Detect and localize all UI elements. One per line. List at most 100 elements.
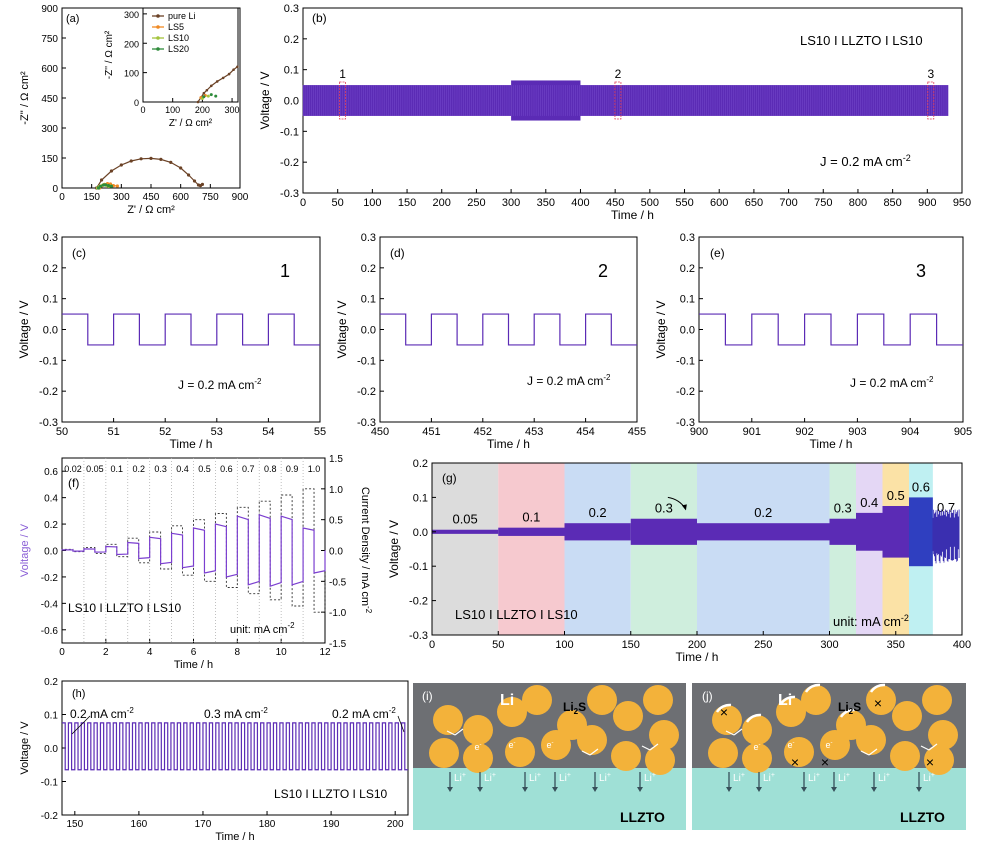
electron-label-text: e bbox=[787, 740, 792, 750]
ion-arrow-head bbox=[726, 787, 732, 792]
y-tick-label: -0.3 bbox=[39, 417, 58, 429]
marker-label: 3 bbox=[927, 67, 934, 81]
voltage-trace bbox=[62, 722, 408, 771]
x-tick-label: 950 bbox=[953, 197, 971, 209]
x-tick-label: 450 bbox=[371, 426, 389, 438]
y-tick-label: 300 bbox=[41, 124, 58, 135]
panel-b: 0 50 100 150 200 250 300 350 400 450 500 550 600 650 7… bbox=[258, 3, 971, 222]
y-tick-label: 0.3 bbox=[680, 232, 695, 244]
inset-point bbox=[215, 80, 219, 83]
x-tick-label: 400 bbox=[571, 197, 589, 209]
schematic-i: Li+ Li+ Li+ Li+ Li+ Li+e-e-e- (i) Li Li2S LLZ… bbox=[413, 683, 686, 830]
x-tick-label: 100 bbox=[555, 639, 573, 651]
x-tick-label: 700 bbox=[779, 197, 797, 209]
y-tick-label: 0.1 bbox=[44, 711, 58, 722]
li2s-particle bbox=[856, 725, 886, 755]
x-tick-label: 900 bbox=[232, 192, 249, 203]
y-tick-label: 0.4 bbox=[44, 494, 58, 505]
li2s-particle bbox=[890, 741, 920, 771]
y-tick-label: 0.6 bbox=[44, 467, 58, 478]
panel-e: 900 901 902 903 904 905 0.3 0.2 0.1 0.0 -0.1 -0.2 -0… bbox=[654, 232, 972, 451]
panel-g: 0.05 0.1 0.2 0.3 0.2 0.3 0.4 0.50.60.70 50 100 150… bbox=[387, 458, 971, 664]
voltage-trace bbox=[62, 313, 320, 346]
ion-label: Li+ bbox=[838, 772, 850, 784]
x-tick-label: 400 bbox=[953, 639, 971, 651]
band-envelope bbox=[697, 523, 830, 541]
ion-label-sup: + bbox=[816, 772, 820, 779]
band-envelope bbox=[882, 506, 909, 558]
y-tick-label: 600 bbox=[41, 64, 58, 75]
x-tick-label: 903 bbox=[848, 426, 866, 438]
ion-label: Li+ bbox=[923, 772, 935, 784]
x-tick-label: 900 bbox=[918, 197, 936, 209]
y-tick-label: 0.2 bbox=[44, 520, 58, 531]
li2s-particle bbox=[522, 685, 552, 715]
panel-d-label: (d) bbox=[390, 246, 405, 260]
li2s-particle bbox=[611, 741, 641, 771]
panel-f-unit: unit: mA cm-2 bbox=[230, 621, 295, 636]
ion-label-sup: + bbox=[462, 772, 466, 779]
marker-box bbox=[339, 81, 346, 120]
ion-label: Li+ bbox=[599, 772, 611, 784]
x-tick-label: 0 bbox=[429, 639, 435, 651]
x-tick-label: 180 bbox=[259, 819, 276, 830]
x-tick-label: 901 bbox=[743, 426, 761, 438]
diffusion-arrow bbox=[725, 728, 743, 736]
ion-arrow-head bbox=[552, 787, 558, 792]
inset-point bbox=[227, 72, 231, 76]
y-tick-label: -0.6 bbox=[41, 626, 59, 637]
electron-label: e- bbox=[474, 742, 481, 752]
nyquist-point bbox=[139, 157, 143, 161]
y2-tick-label: -1.5 bbox=[329, 639, 347, 650]
x-tick-label: 10 bbox=[276, 647, 288, 658]
ion-label-text: Li bbox=[838, 773, 846, 784]
li2s-particle bbox=[776, 697, 806, 727]
plot-frame bbox=[142, 7, 239, 103]
ion-label-text: Li bbox=[559, 773, 567, 784]
panel-h-label-2: 0.3 mA cm-2 bbox=[204, 706, 268, 721]
y2-tick-label: -1.0 bbox=[329, 608, 347, 619]
y-tick-label: 900 bbox=[41, 4, 58, 15]
y-tick-label: -0.2 bbox=[676, 386, 695, 398]
x-axis-label: Time / h bbox=[676, 650, 719, 664]
y-tick-label: 300 bbox=[124, 10, 139, 20]
y-axis-label: Voltage / V bbox=[19, 721, 31, 775]
electron-label-sup: - bbox=[759, 742, 761, 748]
current-step-label: 0.6 bbox=[220, 464, 233, 474]
inset-point bbox=[214, 94, 218, 98]
x-axis-label: Time / h bbox=[487, 437, 530, 451]
panel-h-label: (h) bbox=[72, 688, 85, 700]
blocked-mark: × bbox=[791, 754, 799, 770]
nyquist-point bbox=[115, 184, 119, 188]
electron-label-sup: - bbox=[480, 742, 482, 748]
x-tick-label: 453 bbox=[525, 426, 543, 438]
nyquist-point bbox=[103, 183, 108, 187]
li2s-particle bbox=[497, 697, 527, 727]
x-tick-label: 200 bbox=[688, 639, 706, 651]
legend-marker bbox=[156, 25, 160, 29]
x-tick-label: 52 bbox=[159, 426, 171, 438]
y-tick-label: -0.1 bbox=[39, 355, 58, 367]
li2s-particle bbox=[820, 730, 850, 760]
y-tick-label: -0.3 bbox=[409, 630, 428, 642]
y-tick-label: 0.2 bbox=[43, 263, 58, 275]
band-label: 0.1 bbox=[522, 510, 540, 525]
panel-h-label-3: 0.2 mA cm-2 bbox=[332, 706, 396, 721]
x-tick-label: 454 bbox=[576, 426, 594, 438]
panel-a-plot: 0 150 300 450 600 750 900 0 150 300 450 600 750 900 Z'… bbox=[19, 4, 249, 216]
li2s-particle bbox=[922, 685, 952, 715]
voltage-trace bbox=[699, 313, 963, 346]
blocked-mark: × bbox=[926, 754, 934, 770]
x-tick-label: 250 bbox=[467, 197, 485, 209]
band-background bbox=[630, 463, 697, 635]
y-axis-label: Voltage / V bbox=[335, 300, 349, 358]
y-tick-label: 0.1 bbox=[284, 65, 299, 77]
ion-label: Li+ bbox=[878, 772, 890, 784]
ion-label-text: Li bbox=[454, 773, 462, 784]
inset-point bbox=[205, 88, 209, 92]
ion-label-sup: + bbox=[537, 772, 541, 779]
legend-marker bbox=[156, 36, 160, 40]
ion-arrow-head bbox=[592, 787, 598, 792]
y-tick-label: -0.2 bbox=[280, 157, 299, 169]
y2-tick-label: 0.0 bbox=[329, 547, 343, 558]
